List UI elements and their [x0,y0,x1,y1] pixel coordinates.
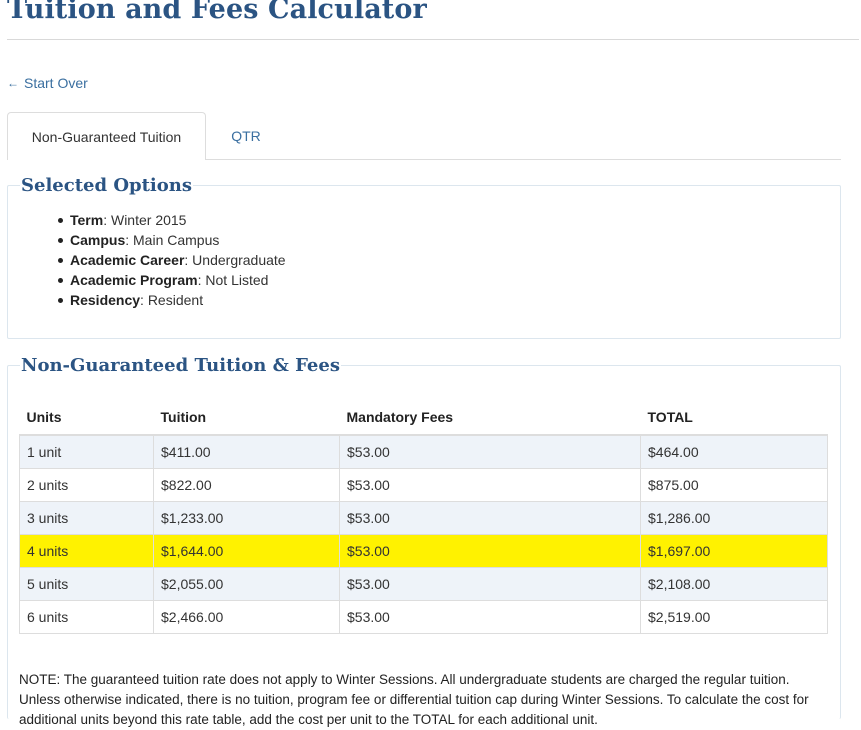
option-label: Academic Career [70,252,185,268]
cell-mandatory-fees: $53.00 [339,468,641,502]
selected-options-heading: Selected Options [21,175,192,196]
cell-tuition: $822.00 [153,468,340,502]
option-term: Term: Winter 2015 [58,210,828,230]
cell-mandatory-fees: $53.00 [339,534,641,568]
option-value: : Winter 2015 [103,212,187,228]
cell-total: $464.00 [640,434,828,469]
option-academic-program: Academic Program: Not Listed [58,270,828,290]
cell-mandatory-fees: $53.00 [339,501,641,535]
column-header-total: TOTAL [640,400,828,436]
page-title: Tuition and Fees Calculator [7,0,427,25]
left-arrow-icon: ← [7,76,19,90]
cell-total: $2,108.00 [640,567,828,601]
cell-tuition: $1,644.00 [153,534,340,568]
table-row: 1 unit $411.00 $53.00 $464.00 [19,434,828,469]
tabs-divider [7,159,841,160]
tuition-fees-heading: Non-Guaranteed Tuition & Fees [21,355,340,376]
option-label: Campus [70,232,126,248]
option-campus: Campus: Main Campus [58,230,828,250]
table-row: 2 units $822.00 $53.00 $875.00 [19,468,828,502]
title-divider [7,39,859,40]
cell-units: 1 unit [19,434,154,469]
option-value: : Not Listed [197,272,269,288]
option-label: Academic Program [70,272,198,288]
option-value: : Resident [140,292,204,308]
option-residency: Residency: Resident [58,290,828,310]
cell-units: 5 units [19,567,154,601]
cell-mandatory-fees: $53.00 [339,600,641,634]
cell-units: 6 units [19,600,154,634]
tuition-fees-panel: Non-Guaranteed Tuition & Fees Units Tuit… [7,355,841,727]
cell-total: $1,697.00 [640,534,828,568]
table-row: 3 units $1,233.00 $53.00 $1,286.00 [19,501,828,535]
fees-table: Units Tuition Mandatory Fees TOTAL 1 uni… [19,400,828,634]
column-header-tuition: Tuition [153,400,340,436]
selected-options-panel: Selected Options Term: Winter 2015 Campu… [7,175,841,339]
cell-total: $2,519.00 [640,600,828,634]
table-row: 5 units $2,055.00 $53.00 $2,108.00 [19,567,828,601]
table-row: 6 units $2,466.00 $53.00 $2,519.00 [19,600,828,634]
tab-qtr[interactable]: QTR [231,127,261,144]
start-over-label: Start Over [24,75,88,91]
cell-tuition: $2,055.00 [153,567,340,601]
cell-tuition: $1,233.00 [153,501,340,535]
option-label: Term [70,212,104,228]
option-value: : Undergraduate [184,252,286,268]
cell-mandatory-fees: $53.00 [339,567,641,601]
cell-total: $875.00 [640,468,828,502]
table-row-highlighted: 4 units $1,644.00 $53.00 $1,697.00 [19,534,828,568]
cell-units: 3 units [19,501,154,535]
table-header-row: Units Tuition Mandatory Fees TOTAL [19,400,828,436]
cell-mandatory-fees: $53.00 [339,434,641,469]
cell-units: 4 units [19,534,154,568]
option-value: : Main Campus [125,232,220,248]
column-header-mandatory-fees: Mandatory Fees [339,400,641,436]
cell-total: $1,286.00 [640,501,828,535]
start-over-link[interactable]: ← Start Over [7,75,88,91]
tab-non-guaranteed-tuition[interactable]: Non-Guaranteed Tuition [7,112,206,160]
tuition-note: NOTE: The guaranteed tuition rate does n… [19,672,809,727]
column-header-units: Units [19,400,154,436]
option-academic-career: Academic Career: Undergraduate [58,250,828,270]
options-list: Term: Winter 2015 Campus: Main Campus Ac… [20,210,828,310]
cell-units: 2 units [19,468,154,502]
cell-tuition: $2,466.00 [153,600,340,634]
cell-tuition: $411.00 [153,434,340,469]
option-label: Residency [70,292,141,308]
